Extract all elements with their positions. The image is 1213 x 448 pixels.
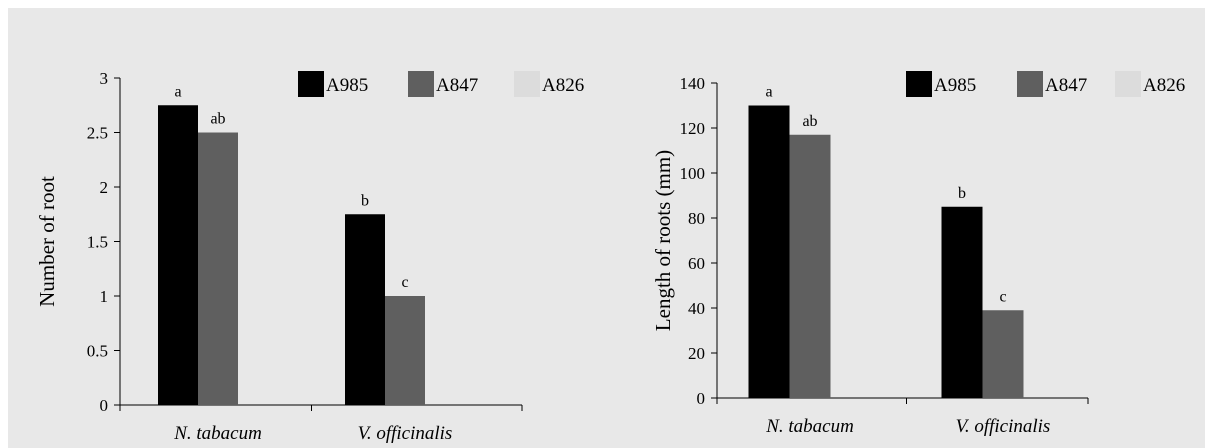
x-category-label: N. tabacum [173,423,262,444]
y-tick-label: 1 [100,287,109,306]
bar-significance-label: a [174,83,181,100]
legend-label: A826 [1143,75,1185,96]
y-tick-label: 0.5 [87,342,108,361]
y-axis-label: Number of root [35,176,59,307]
x-category-label: V. officinalis [956,416,1051,437]
bar-significance-label: b [361,192,369,209]
bar-significance-label: c [999,288,1006,305]
bar-a985 [941,206,983,398]
x-category-label: N. tabacum [765,416,854,437]
legend-label: A826 [542,75,584,96]
legend-swatch-a847 [408,71,434,97]
legend-swatch-a985 [298,71,324,97]
bar-significance-label: b [958,185,966,202]
bar-significance-label: ab [802,113,817,130]
y-tick-label: 2.5 [87,124,108,143]
legend-swatch-a826 [514,71,540,97]
legend-swatch-a847 [1017,71,1043,97]
y-tick-label: 100 [680,164,706,183]
y-tick-label: 3 [100,69,109,88]
legend-label: A985 [326,75,368,96]
y-tick-label: 40 [688,299,705,318]
y-tick-label: 2 [100,178,109,197]
bar-a847 [198,132,238,405]
y-tick-label: 0 [697,389,706,408]
bar-a985 [748,105,790,398]
bar-a847 [789,134,831,398]
y-tick-label: 1.5 [87,233,108,252]
bar-a985 [345,214,385,405]
y-tick-label: 20 [688,344,705,363]
bar-a847 [385,296,425,405]
legend-swatch-a826 [1115,71,1141,97]
bar-significance-label: ab [210,111,225,128]
bar-a847 [982,310,1024,398]
y-tick-label: 80 [688,209,705,228]
y-tick-label: 120 [680,119,706,138]
bar-a985 [158,105,198,405]
y-tick-label: 0 [100,396,109,415]
legend-swatch-a985 [906,71,932,97]
y-tick-label: 140 [680,74,706,93]
legend-label: A847 [1045,75,1087,96]
y-tick-label: 60 [688,254,705,273]
y-axis-label: Length of roots (mm) [651,150,675,331]
legend-label: A847 [436,75,478,96]
legend-label: A985 [934,75,976,96]
bar-significance-label: c [401,274,408,291]
bar-significance-label: a [765,84,772,101]
x-category-label: V. officinalis [358,423,453,444]
